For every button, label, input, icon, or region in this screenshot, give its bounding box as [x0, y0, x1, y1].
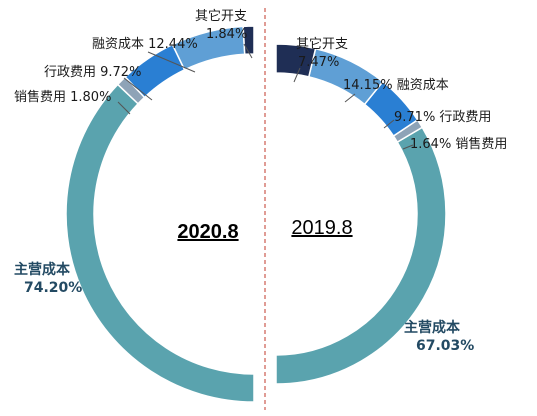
left-label-main-pct: 74.20% [24, 280, 82, 296]
left-label-finance: 融资成本 12.44% [92, 37, 198, 52]
right-center-title: 2019.8 [291, 217, 352, 239]
left-label-other-pct: 1.84% [206, 27, 247, 42]
right-slice-4 [275, 43, 317, 78]
leader-line-right-sales [402, 144, 414, 150]
left-center-title: 2020.8 [177, 221, 238, 243]
leader-line-left-finance [147, 51, 196, 73]
right-label-main: 主营成本 [404, 319, 461, 336]
leader-line-right-finance [344, 93, 356, 103]
left-slice-0 [65, 83, 255, 403]
leader-line-right-admin [383, 119, 395, 129]
leader-line-right-other [293, 67, 301, 83]
right-label-main-pct: 67.03% [416, 338, 474, 354]
left-donut [65, 25, 255, 403]
right-label-admin: 9.71% 行政费用 [394, 110, 491, 125]
left-label-sales: 销售费用 1.80% [14, 89, 111, 105]
left-label-main: 主营成本 [14, 261, 71, 278]
right-label-other-pct: 7.47% [298, 55, 339, 70]
right-donut [275, 43, 447, 385]
left-label-admin: 行政费用 9.72% [44, 65, 141, 80]
leader-line-left-admin [123, 77, 153, 101]
leader-line-left-other [243, 43, 253, 59]
right-label-other: 其它开支 [296, 36, 348, 52]
right-label-finance: 14.15% 融资成本 [343, 78, 449, 93]
right-label-sales: 1.64% 销售费用 [410, 136, 507, 152]
left-label-other: 其它开支 [195, 8, 247, 24]
leader-line-left-sales [117, 101, 131, 115]
